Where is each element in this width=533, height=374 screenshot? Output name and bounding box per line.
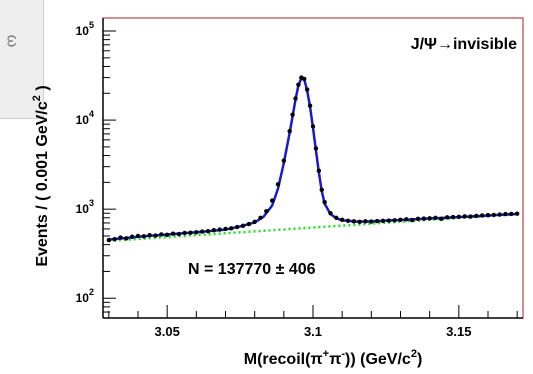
data-point — [129, 234, 135, 239]
data-point — [307, 103, 313, 108]
data-point — [106, 237, 112, 243]
x-tick-label: 3.15 — [446, 324, 471, 339]
data-point — [444, 215, 450, 220]
data-point — [339, 217, 345, 222]
data-point — [194, 230, 199, 235]
data-point — [380, 218, 386, 224]
data-point — [275, 182, 281, 187]
y-tick-label: 103 — [76, 198, 94, 216]
data-point — [153, 233, 158, 238]
plot-area — [103, 18, 523, 318]
data-point — [485, 213, 491, 218]
data-point — [509, 211, 514, 217]
data-point — [345, 218, 351, 224]
data-point — [246, 221, 252, 227]
data-point — [188, 230, 193, 235]
data-point — [290, 112, 295, 117]
data-point — [164, 232, 170, 238]
y-tick-label: 104 — [76, 109, 94, 127]
data-point — [363, 219, 368, 224]
data-point — [392, 218, 397, 223]
data-point — [310, 124, 316, 129]
data-point — [182, 230, 187, 236]
data-point — [334, 215, 339, 220]
data-point — [264, 208, 269, 214]
data-point — [491, 212, 497, 218]
data-point — [229, 226, 234, 231]
data-point — [170, 231, 176, 236]
data-point — [252, 219, 257, 225]
data-point — [199, 229, 205, 234]
data-point — [479, 213, 485, 218]
x-tick-label: 3.1 — [304, 324, 322, 339]
data-point — [304, 87, 310, 92]
y-tick-label: 105 — [76, 20, 94, 38]
data-point — [176, 231, 182, 237]
data-point — [439, 216, 444, 221]
y-axis-title: Events / ( 0.001 GeV/c2 ) — [31, 85, 51, 266]
data-point — [223, 226, 228, 232]
data-point — [386, 218, 392, 223]
data-point — [328, 211, 333, 216]
data-point — [124, 236, 129, 241]
data-point — [409, 217, 415, 223]
data-point — [415, 216, 421, 221]
data-point — [147, 233, 152, 238]
data-point — [240, 223, 246, 229]
data-point — [112, 237, 117, 242]
data-point — [456, 214, 462, 220]
data-point — [503, 211, 508, 217]
data-point — [234, 224, 240, 230]
data-point — [118, 235, 123, 240]
data-point — [514, 211, 520, 216]
data-point — [159, 232, 164, 237]
data-point — [293, 96, 298, 101]
data-point — [421, 216, 427, 221]
data-point — [357, 219, 362, 225]
window-corner-fragment: ω — [0, 0, 44, 119]
data-point — [450, 214, 456, 220]
data-point — [319, 187, 324, 192]
y-tick-label: 102 — [76, 287, 94, 305]
data-point — [374, 218, 380, 224]
x-axis-title: M(recoil(π+π-)) (GeV/c2) — [244, 348, 423, 368]
data-point — [258, 215, 263, 220]
x-tick-label: 3.05 — [155, 324, 180, 339]
data-point — [398, 217, 403, 222]
data-point — [316, 168, 322, 173]
data-point — [433, 215, 438, 220]
data-point — [269, 198, 275, 203]
data-point — [404, 217, 409, 222]
data-point — [296, 82, 301, 87]
data-point — [287, 129, 292, 134]
data-point — [468, 214, 473, 219]
yield-annotation: N = 137770 ± 406 — [188, 261, 316, 278]
data-point — [135, 233, 141, 239]
data-point — [141, 234, 147, 239]
data-point — [351, 219, 357, 224]
data-point — [462, 214, 467, 219]
data-point — [302, 76, 307, 82]
data-point — [322, 199, 327, 205]
data-point — [205, 229, 211, 234]
data-point — [427, 216, 432, 221]
data-point — [217, 227, 222, 232]
data-point — [497, 212, 502, 217]
data-point — [474, 213, 479, 219]
data-point — [313, 146, 319, 151]
data-point — [369, 219, 374, 224]
data-point — [211, 228, 217, 233]
data-point — [281, 158, 287, 163]
process-annotation: J/Ψ→invisible — [411, 36, 517, 53]
